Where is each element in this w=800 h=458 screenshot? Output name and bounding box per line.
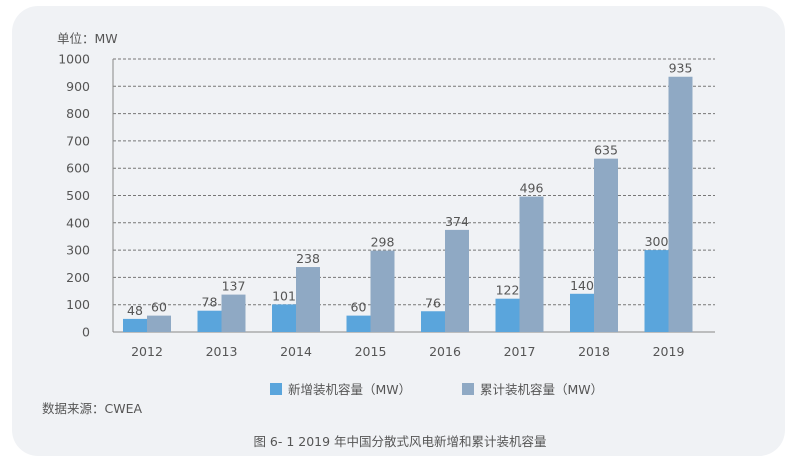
legend-swatch	[270, 383, 282, 395]
y-tick-label: 600	[66, 161, 90, 176]
bar	[147, 315, 171, 332]
bar	[519, 196, 544, 332]
figure-caption: 图 6- 1 2019 年中国分散式风电新增和累计装机容量	[253, 434, 547, 449]
data-label: 635	[594, 143, 618, 158]
x-tick-label: 2013	[206, 344, 238, 359]
bar	[495, 298, 520, 332]
x-tick-label: 2017	[504, 344, 536, 359]
y-tick-label: 300	[66, 243, 90, 258]
y-tick-label: 700	[66, 133, 90, 148]
bar	[421, 311, 445, 332]
data-label: 48	[127, 303, 143, 318]
data-label: 78	[202, 295, 218, 310]
bar	[570, 293, 594, 332]
bar	[445, 229, 469, 332]
x-tick-label: 2019	[653, 344, 685, 359]
bar	[346, 315, 371, 332]
x-tick-label: 2016	[429, 344, 461, 359]
legend-label: 累计装机容量（MW）	[480, 382, 603, 397]
y-tick-label: 1000	[58, 52, 90, 67]
data-label: 122	[496, 283, 520, 298]
legend-label: 新增装机容量（MW）	[288, 382, 411, 397]
unit-label: 单位：MW	[57, 31, 118, 46]
x-tick-label: 2018	[578, 344, 610, 359]
data-label: 298	[371, 235, 395, 250]
y-tick-label: 800	[66, 106, 90, 121]
y-tick-label: 400	[66, 215, 90, 230]
data-label: 238	[296, 251, 320, 266]
bar	[296, 267, 320, 332]
bar	[272, 304, 296, 332]
chart-card	[12, 6, 785, 456]
y-tick-label: 200	[66, 270, 90, 285]
data-label: 60	[151, 300, 167, 315]
bar	[668, 76, 693, 333]
data-label: 935	[669, 61, 693, 76]
bar	[221, 294, 246, 332]
y-tick-label: 0	[82, 325, 90, 340]
bar	[644, 250, 669, 332]
bar	[594, 158, 618, 332]
data-label: 496	[520, 181, 544, 196]
data-label: 137	[222, 279, 246, 294]
data-label: 140	[570, 278, 594, 293]
x-tick-label: 2014	[280, 344, 312, 359]
y-tick-label: 100	[66, 297, 90, 312]
data-label: 374	[445, 214, 469, 229]
bar	[370, 250, 395, 332]
bar	[123, 318, 147, 332]
data-source: 数据来源：CWEA	[42, 401, 143, 416]
x-tick-label: 2015	[355, 344, 387, 359]
y-tick-label: 500	[66, 188, 90, 203]
data-label: 76	[425, 295, 441, 310]
bar	[197, 310, 222, 332]
data-label: 300	[645, 234, 669, 249]
data-label: 101	[272, 288, 296, 303]
x-tick-label: 2012	[131, 344, 163, 359]
legend-swatch	[462, 383, 474, 395]
y-tick-label: 900	[66, 79, 90, 94]
data-label: 60	[351, 300, 367, 315]
